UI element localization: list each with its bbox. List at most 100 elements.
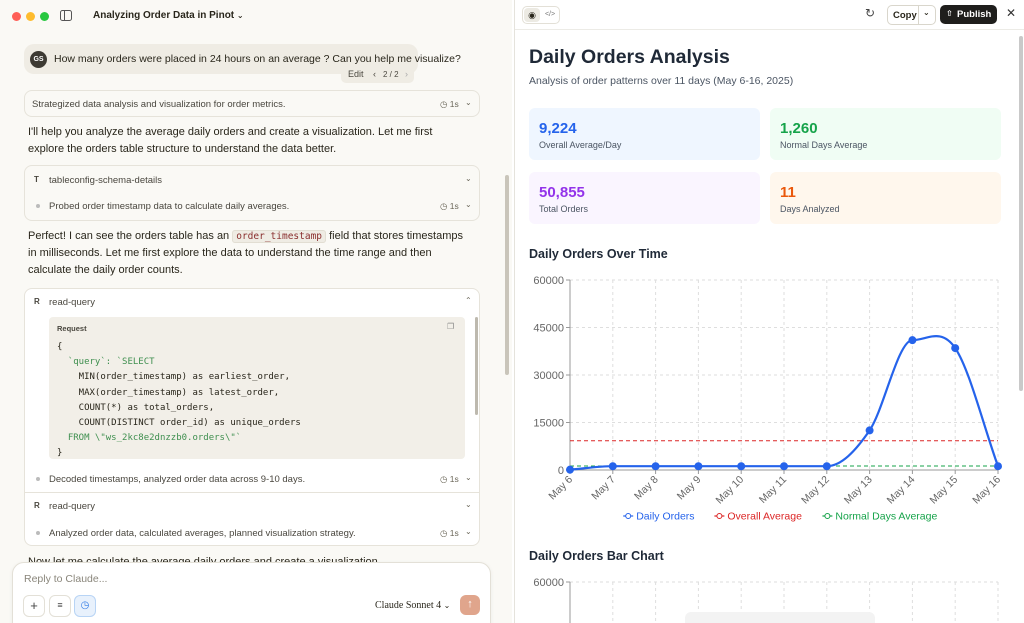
input-placeholder[interactable]: Reply to Claude... [24, 573, 108, 585]
time-text: 1s [449, 474, 459, 484]
close-artifact[interactable]: ✕ [1006, 6, 1017, 20]
chat-pane: Analyzing Order Data in Pinot ⌄ GS How m… [12, 10, 509, 623]
collapse-icon[interactable]: ⌃ [465, 296, 472, 305]
legend: Daily Orders Overall Average Normal Days A… [623, 511, 937, 523]
tool-step: Decoded timestamps, analyzed order data … [49, 474, 306, 485]
code-tab[interactable]: </> [544, 11, 556, 18]
thinking-summary: Strategized data analysis and visualizat… [32, 99, 286, 110]
next-version[interactable]: › [405, 69, 408, 79]
stat-value: 11 [780, 184, 796, 201]
expand-icon: ⌄ [465, 473, 472, 482]
time-text: 1s [449, 99, 459, 109]
thinking-time: ◷ 1s [440, 99, 459, 109]
step-time: ◷ 1s [440, 201, 459, 211]
data-point [865, 426, 874, 435]
tool-block[interactable]: T tableconfig-schema-details ⌄ Probed or… [24, 165, 480, 221]
request-panel: Request ❐ { `query`: `SELECT MIN(order_t… [49, 317, 465, 459]
tool-icon: R [34, 297, 40, 306]
refresh-button[interactable]: ↻ [865, 6, 876, 20]
publish-button[interactable]: ⇧ Publish [940, 5, 997, 24]
y-tick-label: 30000 [533, 370, 564, 382]
code-line: COUNT(*) as total_orders, [57, 402, 215, 413]
data-point [694, 462, 703, 471]
legend-marker [824, 513, 831, 519]
publish-icon: ⇧ [946, 9, 953, 18]
sidebar-toggle[interactable] [60, 10, 72, 21]
data-point [994, 462, 1002, 471]
step-time: ◷ 1s [440, 474, 459, 484]
paragraph-text: Perfect! I can see the orders table has … [28, 230, 233, 242]
thinking-block[interactable]: Strategized data analysis and visualizat… [24, 90, 480, 117]
stat-value: 50,855 [539, 184, 585, 201]
separator [918, 6, 919, 24]
chat-scrollbar[interactable] [505, 175, 509, 375]
x-tick-label: May 16 [970, 474, 1003, 507]
scrollbar[interactable] [475, 317, 478, 415]
request-code: { `query`: `SELECT MIN(order_timestamp) … [57, 340, 301, 462]
tool-name: tableconfig-schema-details [49, 175, 163, 186]
prev-version[interactable]: ‹ [373, 69, 376, 79]
stat-value: 1,260 [780, 120, 818, 137]
x-tick-label: May 13 [842, 474, 875, 507]
attach-button[interactable]: + [23, 595, 45, 617]
paragraph-text: field that stores timestamps in millisec… [28, 230, 463, 276]
time-text: 1s [449, 528, 459, 538]
legend-label: Overall Average [727, 511, 802, 523]
legend-marker [625, 513, 632, 519]
copy-icon[interactable]: ❐ [447, 322, 455, 331]
x-tick-label: May 14 [885, 474, 918, 507]
x-tick-label: May 7 [589, 474, 618, 503]
data-point [566, 465, 574, 474]
copy-button[interactable]: Copy ⌄ [887, 5, 936, 25]
tools-button[interactable]: ≡ [49, 595, 71, 617]
tool-name[interactable]: read-query [49, 297, 95, 308]
artifact-subtitle: Analysis of order patterns over 11 days … [529, 75, 794, 87]
expand-icon: ⌄ [465, 527, 472, 536]
zoom-button[interactable] [40, 12, 49, 21]
message-controls: Edit ‹ 2 / 2 › [341, 66, 414, 83]
stat-value: 9,224 [539, 120, 577, 137]
edit-button[interactable]: Edit [348, 69, 364, 79]
code-line: } [57, 448, 63, 459]
artifact-toolbar: ◉ </> ↻ Copy ⌄ ⇧ Publish ✕ [515, 0, 1024, 30]
dropdown-icon: ⌄ [443, 601, 451, 610]
inline-code: order_timestamp [232, 230, 327, 243]
preview-tab[interactable]: ◉ [524, 8, 540, 22]
close-button[interactable] [12, 12, 21, 21]
tool-step: Probed order timestamp data to calculate… [49, 201, 290, 212]
x-tick-label: May 12 [799, 474, 832, 507]
research-button[interactable]: ◷ [74, 595, 96, 617]
window-title[interactable]: Analyzing Order Data in Pinot ⌄ [93, 10, 244, 21]
tool-icon: R [34, 501, 40, 510]
y-tick-label: 0 [558, 465, 564, 477]
minimize-button[interactable] [26, 12, 35, 21]
data-point [951, 344, 960, 353]
y-tick-label: 45000 [533, 323, 564, 335]
artifact-scrollbar[interactable] [1019, 36, 1023, 391]
legend-label: Daily Orders [636, 511, 694, 523]
model-selector[interactable]: Claude Sonnet 4 ⌄ [375, 600, 450, 611]
x-tick-label: May 8 [632, 474, 661, 503]
stat-card: 11 Days Analyzed [770, 172, 1001, 224]
data-point [780, 462, 788, 471]
tool-step: Analyzed order data, calculated averages… [49, 528, 356, 539]
version-indicator: 2 / 2 [383, 70, 399, 79]
tool-block: R read-query ⌃ Request ❐ { `query`: `SEL… [24, 288, 480, 546]
data-point [737, 462, 746, 471]
composer: Reply to Claude... + ≡ ◷ Claude Sonnet 4… [12, 562, 491, 623]
copy-label: Copy [893, 10, 917, 21]
code-line: { [57, 342, 63, 352]
stat-card: 9,224 Overall Average/Day [529, 108, 760, 160]
stat-card: 50,855 Total Orders [529, 172, 760, 224]
expand-icon: ⌄ [465, 98, 472, 107]
expand-icon: ⌄ [465, 200, 472, 209]
tool-name[interactable]: read-query [49, 501, 95, 512]
floating-bar [685, 612, 875, 623]
expand-icon: ⌄ [465, 500, 472, 509]
window-title-text: Analyzing Order Data in Pinot [93, 10, 235, 21]
step-dot [36, 531, 40, 535]
data-point [908, 336, 917, 345]
send-button[interactable]: ↑ [460, 595, 480, 615]
code-line: `query`: `SELECT [57, 357, 155, 368]
